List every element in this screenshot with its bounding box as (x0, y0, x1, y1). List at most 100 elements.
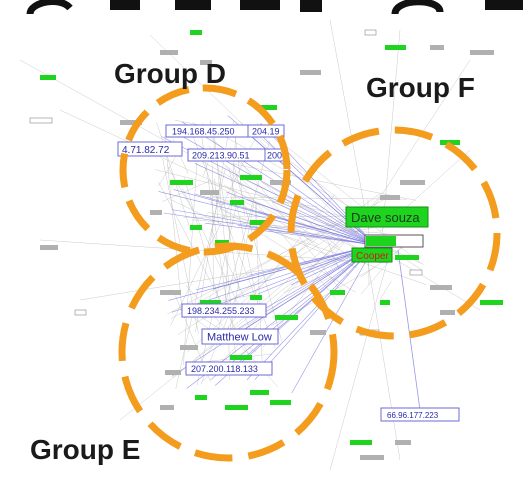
edge (329, 19, 369, 230)
small-node (215, 240, 229, 245)
ip-node-66-96-177-223: 66.96.177.223 (380, 407, 460, 422)
small-node (200, 60, 212, 65)
edge (192, 122, 340, 249)
edge (154, 169, 363, 222)
small-node (190, 30, 202, 35)
edge (271, 201, 376, 246)
svg-text:66.96.177.223: 66.96.177.223 (387, 411, 439, 420)
edge (149, 34, 369, 246)
edge (397, 249, 421, 411)
ip-node-194-168-45-250: 194.168.45.250 (165, 124, 249, 138)
edge (79, 250, 381, 301)
small-node (330, 290, 345, 295)
edge (201, 123, 364, 215)
edge (158, 181, 250, 357)
small-node (400, 180, 425, 185)
ip-node-207-200-118-133: 207.200.118.133 (185, 361, 273, 376)
top-title-fragment (0, 0, 523, 16)
edge (183, 158, 198, 366)
edge (167, 165, 193, 210)
small-node (250, 220, 270, 225)
edge (357, 59, 471, 232)
small-node (240, 175, 262, 180)
small-node (440, 310, 455, 315)
small-node (275, 315, 298, 320)
svg-text:Cooper: Cooper (356, 251, 389, 262)
small-node (150, 210, 162, 215)
edge (210, 228, 245, 298)
edge (206, 196, 407, 200)
edge (262, 182, 357, 237)
small-node (380, 300, 390, 305)
edge (220, 244, 376, 340)
edge (230, 163, 416, 201)
svg-text:209.213.90.51: 209.213.90.51 (192, 151, 250, 161)
edge (194, 163, 376, 246)
node-cluster-f-center (364, 234, 424, 248)
group-f-label: Group F (366, 72, 475, 103)
small-node (160, 50, 178, 55)
person-node-cooper: Cooper (351, 247, 393, 263)
small-node (360, 455, 384, 460)
edge (329, 246, 392, 471)
small-node (74, 309, 87, 316)
small-node (160, 290, 181, 295)
ip-node-4-71-82-72: 4.71.82.72 (117, 141, 183, 157)
small-node (250, 295, 262, 300)
edge (209, 201, 356, 293)
small-node (250, 390, 269, 395)
small-node (120, 120, 142, 125)
group-e-circle (118, 242, 338, 462)
group-e-label: Group E (30, 434, 140, 465)
edge (380, 281, 392, 300)
edge (221, 209, 357, 268)
group-d-label: Group D (114, 58, 226, 89)
small-node (230, 355, 252, 360)
ip-node-204-19: 204.19 (247, 124, 285, 138)
person-node-matthew-low: Matthew Low (201, 328, 279, 345)
edge (170, 199, 226, 227)
edge (364, 244, 401, 461)
edge (251, 156, 376, 246)
group-f-circle (287, 126, 501, 340)
small-node (160, 405, 174, 410)
edge (162, 180, 210, 202)
svg-text:Matthew Low: Matthew Low (207, 332, 272, 344)
small-node (385, 45, 406, 50)
edge (170, 191, 237, 326)
small-node (225, 405, 248, 410)
edge (119, 229, 358, 421)
edge (330, 254, 349, 269)
edge (183, 177, 224, 315)
small-node (430, 45, 444, 50)
small-node (395, 440, 411, 445)
small-node (29, 117, 53, 124)
small-node (270, 400, 291, 405)
svg-text:4.71.82.72: 4.71.82.72 (122, 145, 170, 156)
group-d-circle (119, 84, 291, 256)
edge (174, 229, 348, 378)
edge (210, 244, 376, 308)
small-node (40, 245, 58, 250)
small-node (200, 190, 219, 195)
small-node (310, 330, 326, 335)
small-node (170, 180, 193, 185)
svg-text:200: 200 (267, 151, 282, 161)
edge (202, 217, 362, 382)
edge (195, 244, 376, 291)
small-node (395, 255, 419, 260)
svg-text:198.234.255.233: 198.234.255.233 (187, 306, 255, 316)
edge (195, 133, 229, 333)
small-node (165, 370, 181, 375)
person-node-dave-souza: Dave souza (345, 206, 429, 228)
svg-text:204.19: 204.19 (252, 127, 280, 137)
small-node (255, 105, 277, 110)
small-node (350, 440, 372, 445)
edge (215, 203, 225, 206)
edge (231, 226, 356, 343)
edge (225, 191, 376, 246)
edge (163, 212, 376, 246)
edge (254, 244, 376, 380)
